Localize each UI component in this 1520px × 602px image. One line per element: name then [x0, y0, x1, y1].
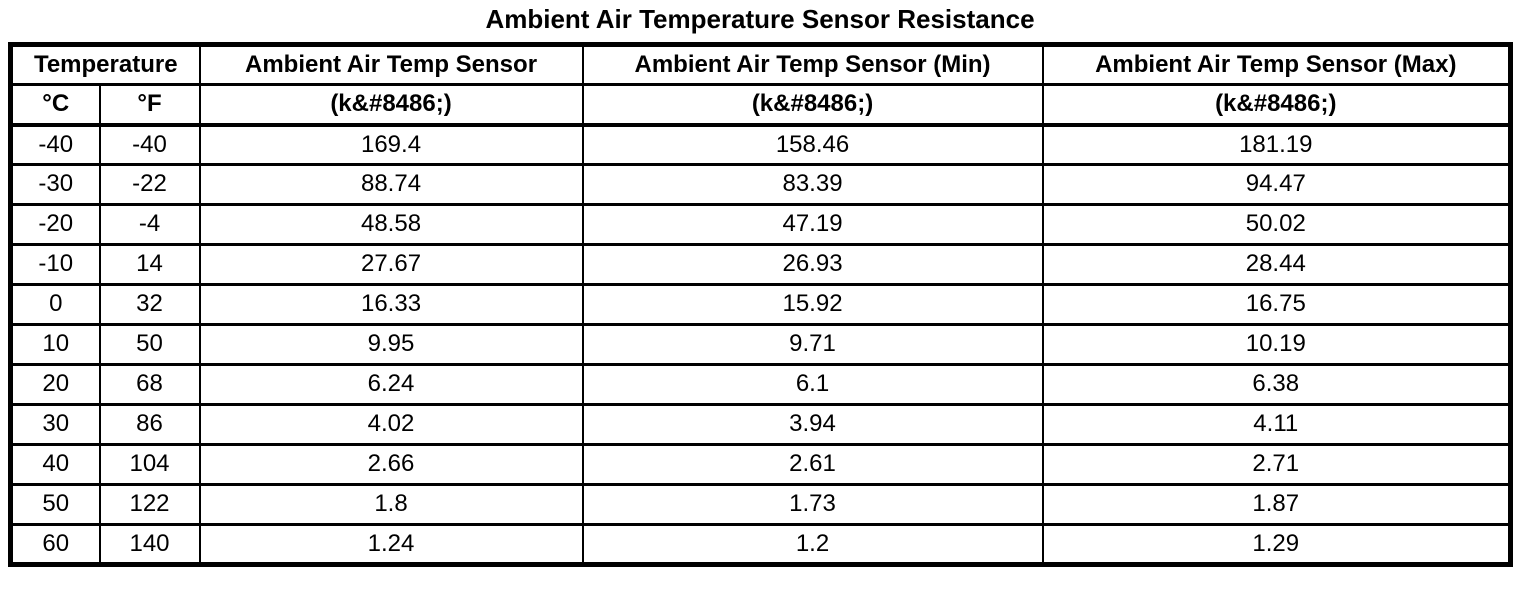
cell-temp-celsius: -20 — [9, 203, 101, 246]
cell-temp-celsius: -10 — [9, 243, 101, 286]
cell-resistance-min: 3.94 — [581, 403, 1044, 446]
cell-temp-fahrenheit: 122 — [98, 483, 201, 526]
col-header-sensor: Ambient Air Temp Sensor — [198, 43, 584, 86]
table-body: -40 -40 169.4 158.46 181.19 -30 -22 88.74 83.39 9… — [9, 123, 1512, 566]
table-header: Temperature Ambient Air Temp Sensor Ambi… — [9, 43, 1512, 127]
unit-header-max: (k&#8486;) — [1041, 83, 1512, 127]
cell-resistance-min: 2.61 — [581, 443, 1044, 486]
col-header-temperature: Temperature — [9, 43, 201, 86]
cell-temp-celsius: 40 — [9, 443, 101, 486]
cell-resistance-nominal: 48.58 — [198, 203, 584, 246]
cell-temp-fahrenheit: 68 — [98, 363, 201, 406]
cell-temp-celsius: 10 — [9, 323, 101, 366]
cell-temp-celsius: 30 — [9, 403, 101, 446]
cell-temp-fahrenheit: 104 — [98, 443, 201, 486]
cell-temp-celsius: 50 — [9, 483, 101, 526]
table-row: 10 50 9.95 9.71 10.19 — [9, 323, 1512, 366]
cell-temp-celsius: 60 — [9, 523, 101, 566]
ambient-air-temp-sensor-resistance-table: Temperature Ambient Air Temp Sensor Ambi… — [8, 42, 1514, 567]
cell-temp-fahrenheit: 32 — [98, 283, 201, 326]
cell-resistance-max: 50.02 — [1041, 203, 1512, 246]
cell-resistance-max: 6.38 — [1041, 363, 1512, 406]
col-header-fahrenheit: °F — [98, 83, 201, 127]
cell-resistance-nominal: 27.67 — [198, 243, 584, 286]
cell-resistance-nominal: 6.24 — [198, 363, 584, 406]
cell-temp-fahrenheit: -22 — [98, 163, 201, 206]
cell-temp-fahrenheit: 86 — [98, 403, 201, 446]
cell-resistance-min: 6.1 — [581, 363, 1044, 406]
cell-resistance-max: 94.47 — [1041, 163, 1512, 206]
header-row-units: °C °F (k&#8486;) (k&#8486;) (k&#8486;) — [9, 83, 1512, 127]
table-row: -20 -4 48.58 47.19 50.02 — [9, 203, 1512, 246]
cell-resistance-nominal: 1.24 — [198, 523, 584, 566]
cell-resistance-min: 1.2 — [581, 523, 1044, 566]
cell-resistance-min: 9.71 — [581, 323, 1044, 366]
table-row: 30 86 4.02 3.94 4.11 — [9, 403, 1512, 446]
table-row: 0 32 16.33 15.92 16.75 — [9, 283, 1512, 326]
col-header-celsius: °C — [9, 83, 101, 127]
cell-resistance-min: 158.46 — [581, 123, 1044, 166]
cell-temp-fahrenheit: -4 — [98, 203, 201, 246]
cell-resistance-nominal: 2.66 — [198, 443, 584, 486]
cell-resistance-min: 15.92 — [581, 283, 1044, 326]
unit-header-nominal: (k&#8486;) — [198, 83, 584, 127]
cell-resistance-nominal: 9.95 — [198, 323, 584, 366]
table-row: -30 -22 88.74 83.39 94.47 — [9, 163, 1512, 206]
table-row: -10 14 27.67 26.93 28.44 — [9, 243, 1512, 286]
cell-temp-fahrenheit: -40 — [98, 123, 201, 166]
cell-resistance-min: 1.73 — [581, 483, 1044, 526]
cell-resistance-max: 16.75 — [1041, 283, 1512, 326]
cell-temp-fahrenheit: 140 — [98, 523, 201, 566]
cell-resistance-max: 2.71 — [1041, 443, 1512, 486]
col-header-sensor-min: Ambient Air Temp Sensor (Min) — [581, 43, 1044, 86]
cell-resistance-max: 10.19 — [1041, 323, 1512, 366]
cell-resistance-max: 28.44 — [1041, 243, 1512, 286]
cell-resistance-max: 1.87 — [1041, 483, 1512, 526]
cell-resistance-nominal: 169.4 — [198, 123, 584, 166]
table-row: 50 122 1.8 1.73 1.87 — [9, 483, 1512, 526]
header-row-main: Temperature Ambient Air Temp Sensor Ambi… — [9, 43, 1512, 86]
table-row: 60 140 1.24 1.2 1.29 — [9, 523, 1512, 566]
cell-resistance-max: 1.29 — [1041, 523, 1512, 566]
col-header-sensor-max: Ambient Air Temp Sensor (Max) — [1041, 43, 1512, 86]
cell-temp-fahrenheit: 50 — [98, 323, 201, 366]
cell-resistance-min: 47.19 — [581, 203, 1044, 246]
table-row: 20 68 6.24 6.1 6.38 — [9, 363, 1512, 406]
cell-resistance-nominal: 1.8 — [198, 483, 584, 526]
cell-temp-fahrenheit: 14 — [98, 243, 201, 286]
page-title: Ambient Air Temperature Sensor Resistanc… — [485, 4, 1035, 34]
cell-resistance-nominal: 4.02 — [198, 403, 584, 446]
cell-temp-celsius: 0 — [9, 283, 101, 326]
cell-resistance-max: 4.11 — [1041, 403, 1512, 446]
cell-temp-celsius: 20 — [9, 363, 101, 406]
cell-resistance-max: 181.19 — [1041, 123, 1512, 166]
cell-temp-celsius: -40 — [9, 123, 101, 166]
cell-resistance-nominal: 16.33 — [198, 283, 584, 326]
cell-resistance-min: 26.93 — [581, 243, 1044, 286]
table-row: 40 104 2.66 2.61 2.71 — [9, 443, 1512, 486]
table-row: -40 -40 169.4 158.46 181.19 — [9, 123, 1512, 166]
unit-header-min: (k&#8486;) — [581, 83, 1044, 127]
cell-resistance-nominal: 88.74 — [198, 163, 584, 206]
cell-temp-celsius: -30 — [9, 163, 101, 206]
cell-resistance-min: 83.39 — [581, 163, 1044, 206]
